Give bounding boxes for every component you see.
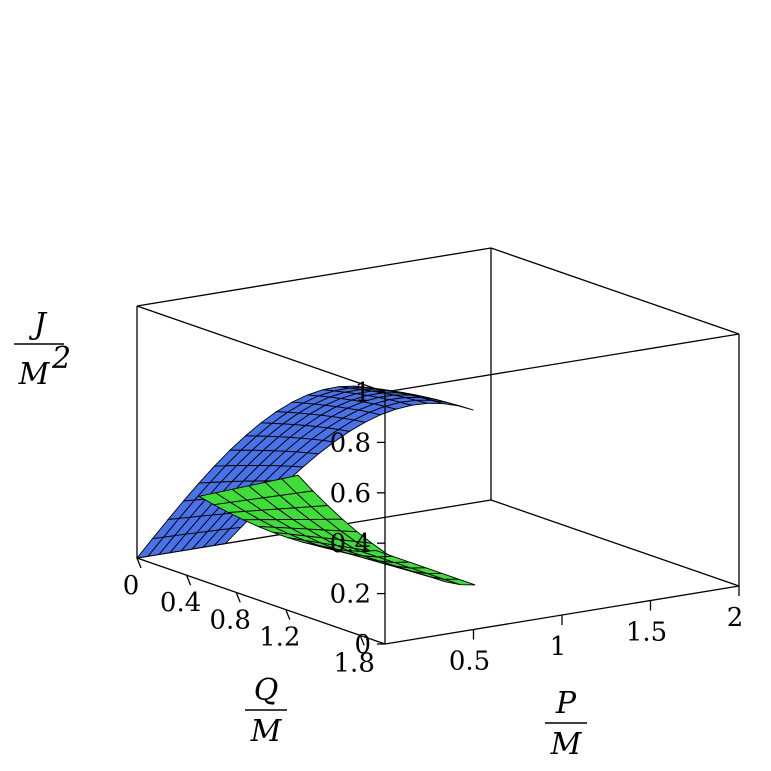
z-axis-label-numerator: J (28, 307, 48, 342)
q-axis-label-denominator: M (250, 714, 283, 749)
p-tick-label: 0.5 (449, 647, 490, 677)
box-edge (136, 247, 492, 307)
box-edge (384, 333, 740, 393)
z-tick-label: 0.2 (330, 580, 371, 610)
surface-group (135, 385, 476, 586)
z-tick-label: 0 (354, 630, 371, 660)
q-axis-label: Q M (245, 673, 287, 749)
z-axis-label-denominator: M (18, 357, 51, 392)
q-tick-label: 0 (123, 571, 140, 601)
p-axis-label-numerator: P (555, 686, 577, 721)
q-tick-mark (359, 635, 365, 646)
p-tick-label: 1 (550, 632, 567, 662)
p-axis-label: P M (545, 686, 587, 762)
q-tick-mark (235, 592, 241, 603)
box-edge (490, 247, 740, 335)
z-tick-label: 0.8 (330, 428, 371, 458)
q-tick-mark (136, 557, 142, 569)
z-axis-label-exponent: 2 (51, 341, 71, 376)
box-edge (136, 305, 386, 393)
z-tick-label: 1 (354, 378, 371, 408)
q-tick-mark (285, 609, 291, 620)
tick-group: 0 0.2 0.4 0.6 0.8 1 0 0.4 0.8 1.2 1.8 0.5 1 1.5 2 (123, 378, 744, 678)
bounding-box-front (136, 305, 386, 645)
z-tick-label: 0.6 (330, 479, 371, 509)
surface-cell-blue (213, 526, 243, 546)
q-tick-mark (185, 574, 192, 586)
box-edge (490, 499, 740, 587)
bounding-box-back (136, 247, 740, 645)
z-tick-label: 0.4 (330, 529, 371, 559)
p-tick-label: 1.5 (626, 618, 667, 648)
q-axis-label-numerator: Q (254, 673, 279, 708)
z-axis-label: J M 2 (14, 307, 71, 392)
p-tick-label: 2 (727, 603, 744, 633)
q-tick-label: 0.4 (160, 588, 201, 618)
q-tick-label: 1.2 (259, 623, 300, 653)
q-tick-label: 1.8 (334, 648, 375, 678)
q-tick-label: 0.8 (210, 605, 251, 635)
p-axis-label-denominator: M (550, 727, 583, 762)
box-edge (136, 557, 386, 645)
